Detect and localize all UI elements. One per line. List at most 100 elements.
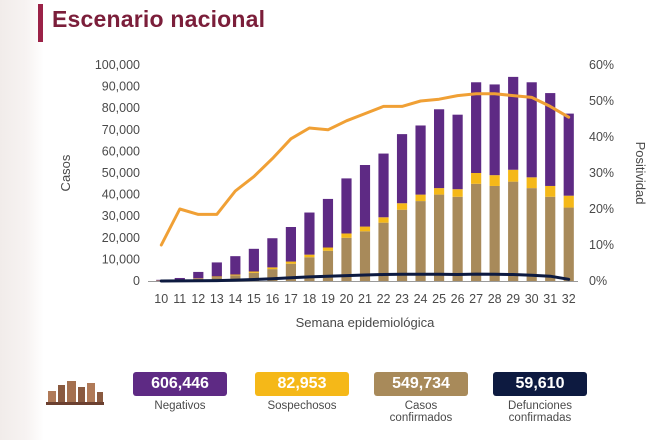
bar-confirmados bbox=[471, 183, 482, 281]
y-axis-title: Casos bbox=[58, 154, 73, 191]
bar-confirmados bbox=[433, 194, 445, 281]
bar-sospechosos bbox=[341, 233, 352, 238]
summary-label-confirmados-line2: confirmados bbox=[389, 412, 453, 424]
y2-tick-label: 40% bbox=[589, 130, 614, 144]
summary-value-confirmados: 549,734 bbox=[374, 372, 468, 396]
x-tick-label: 10 bbox=[154, 292, 168, 306]
summary-label-defunciones-line2: confirmadas bbox=[508, 412, 572, 424]
y2-tick-label: 20% bbox=[589, 202, 614, 216]
y-tick-label: 10,000 bbox=[102, 252, 140, 266]
y-tick-label: 60,000 bbox=[102, 144, 140, 158]
summary-card-confirmados: 549,734 Casos confirmados bbox=[374, 372, 468, 424]
y-tick-label: 30,000 bbox=[102, 209, 140, 223]
x-tick-label: 23 bbox=[395, 292, 409, 306]
bar-sospechosos bbox=[452, 189, 463, 197]
bar-negativos bbox=[341, 178, 352, 234]
bar-confirmados bbox=[508, 181, 519, 281]
y-tick-label: 0 bbox=[133, 274, 140, 288]
bar-sospechosos bbox=[471, 173, 482, 184]
summary-label-confirmados-line1: Casos bbox=[404, 400, 438, 412]
x-tick-label: 25 bbox=[432, 292, 446, 306]
x-tick-label: 27 bbox=[469, 292, 483, 306]
bar-negativos bbox=[563, 113, 574, 196]
x-tick-label: 11 bbox=[173, 292, 186, 306]
chart-canvas: 0 10,000 20,000 30,000 40,000 50,000 60,000 70,… bbox=[58, 58, 648, 330]
bar-sospechosos bbox=[285, 261, 297, 264]
bar-negativos bbox=[230, 256, 241, 275]
bar-confirmados bbox=[545, 196, 556, 281]
bar-sospechosos bbox=[267, 267, 278, 270]
bar-negativos bbox=[359, 165, 371, 227]
bar-sospechosos bbox=[359, 226, 371, 232]
bar-negativos bbox=[489, 84, 500, 176]
bar-confirmados bbox=[563, 207, 574, 281]
y-tick-label: 20,000 bbox=[102, 231, 140, 245]
bar-confirmados bbox=[452, 196, 463, 281]
bar-confirmados bbox=[211, 277, 222, 281]
bar-negativos bbox=[471, 82, 482, 173]
bar-confirmados bbox=[230, 275, 241, 281]
x-tick-label: 15 bbox=[247, 292, 261, 306]
x-tick-label: 31 bbox=[543, 292, 557, 306]
x-tick-label: 28 bbox=[488, 292, 502, 306]
bar-negativos bbox=[304, 212, 315, 255]
y-tick-label: 50,000 bbox=[102, 166, 140, 180]
x-tick-label: 18 bbox=[302, 292, 316, 306]
bar-negativos bbox=[322, 198, 334, 248]
bar-negativos bbox=[378, 153, 389, 218]
bar-negativos bbox=[452, 114, 463, 190]
x-tick-label: 22 bbox=[377, 292, 391, 306]
bar-negativos bbox=[248, 248, 259, 272]
bar-sospechosos bbox=[545, 185, 556, 197]
x-tick-label: 29 bbox=[506, 292, 520, 306]
summary-label-sospechosos: Sospechosos bbox=[267, 400, 337, 412]
y-tick-label: 100,000 bbox=[95, 58, 140, 72]
summary-value-sospechosos: 82,953 bbox=[255, 372, 349, 396]
y-tick-label: 70,000 bbox=[102, 123, 140, 137]
bar-negativos bbox=[285, 227, 297, 262]
y2-tick-label: 10% bbox=[589, 238, 614, 252]
bar-confirmados bbox=[285, 263, 297, 281]
bar-confirmados bbox=[359, 231, 371, 281]
bar-sospechosos bbox=[563, 195, 574, 208]
y-tick-label: 80,000 bbox=[102, 101, 140, 115]
bar-confirmados bbox=[267, 269, 278, 281]
bar-negativos bbox=[193, 271, 204, 279]
bar-sospechosos bbox=[526, 177, 537, 189]
bar-confirmados bbox=[526, 188, 537, 281]
y2-tick-label: 0% bbox=[589, 274, 607, 288]
bar-sospechosos bbox=[248, 271, 259, 273]
x-tick-label: 26 bbox=[451, 292, 465, 306]
title-accent-bar bbox=[38, 4, 43, 42]
government-logo-icon bbox=[46, 381, 104, 405]
summary-card-negativos: 606,446 Negativos bbox=[133, 372, 227, 412]
bar-negativos bbox=[526, 82, 537, 178]
bar-negativos bbox=[433, 109, 445, 189]
bar-confirmados bbox=[415, 201, 426, 281]
bar-confirmados bbox=[341, 237, 352, 281]
bar-confirmados bbox=[304, 257, 315, 281]
summary-value-negativos: 606,446 bbox=[133, 372, 227, 396]
bar-sospechosos bbox=[433, 188, 445, 195]
bar-negativos bbox=[174, 277, 185, 280]
bar-confirmados bbox=[322, 250, 334, 281]
bar-sospechosos bbox=[322, 247, 334, 251]
bar-negativos bbox=[211, 262, 222, 277]
bar-negativos bbox=[415, 125, 426, 195]
summary-label-confirmados: Casos confirmados bbox=[374, 400, 468, 424]
y-tick-label: 40,000 bbox=[102, 188, 140, 202]
x-tick-label: 19 bbox=[321, 292, 335, 306]
bar-negativos bbox=[267, 238, 278, 268]
x-tick-label: 30 bbox=[525, 292, 539, 306]
positividad-line bbox=[159, 92, 571, 247]
bar-sospechosos bbox=[508, 169, 519, 182]
defunciones-line bbox=[159, 272, 571, 283]
summary-cards: 606,446 Negativos 82,953 Sospechosos 549… bbox=[0, 372, 650, 440]
x-axis-title: Semana epidemiológica bbox=[296, 315, 436, 330]
x-tick-label: 13 bbox=[210, 292, 224, 306]
bar-sospechosos bbox=[489, 175, 500, 186]
bar-sospechosos bbox=[415, 194, 426, 202]
y-tick-label: 90,000 bbox=[102, 80, 140, 94]
x-tick-label: 21 bbox=[358, 292, 372, 306]
bar-negativos bbox=[396, 134, 408, 204]
